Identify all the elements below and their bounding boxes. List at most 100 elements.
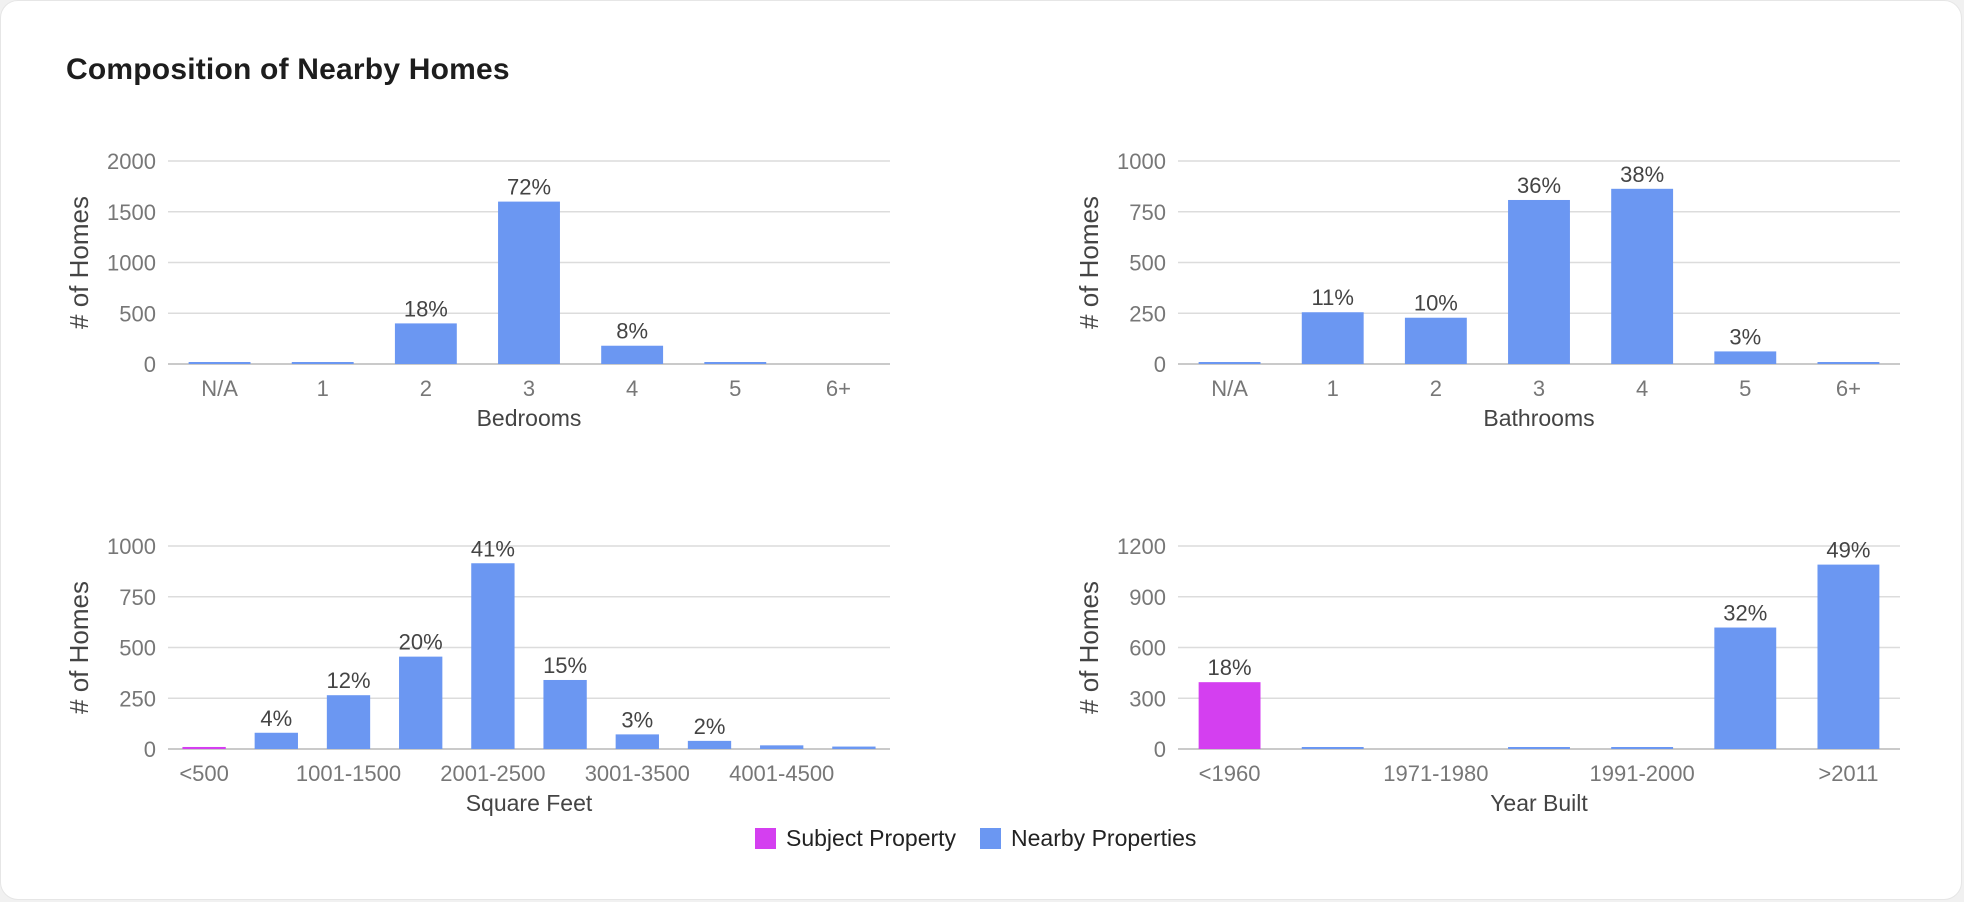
x-tick-label: 3 [523, 376, 535, 401]
bar-2001-2500 [471, 563, 515, 749]
bar-3501-4000 [687, 740, 732, 749]
bar-3 [498, 201, 560, 364]
x-tick-label: 4001-4500 [729, 761, 834, 786]
x-tick-label: 3001-3500 [585, 761, 690, 786]
data-label: 38% [1620, 162, 1664, 187]
data-label: 20% [399, 630, 443, 655]
square-feet-chart: 0 250 500 750 1000 # of Homes <500 4% 12% 1001-15… [64, 534, 890, 816]
y-tick-label: 750 [1129, 200, 1166, 225]
bar-2 [1404, 317, 1467, 364]
y-axis-title: # of Homes [64, 581, 94, 714]
bar-1001-1500 [326, 695, 371, 749]
x-tick-label: 1 [317, 376, 329, 401]
x-tick-label: 4 [626, 376, 638, 401]
bar-<500 [182, 746, 226, 749]
y-tick-label: 1000 [107, 251, 156, 276]
bar-1991-2000 [1611, 747, 1674, 749]
bar-N/A [1198, 362, 1261, 364]
data-label: 2% [694, 714, 726, 739]
bar->2011 [1817, 564, 1880, 749]
legend-nearby-label: Nearby Properties [1011, 824, 1197, 851]
data-label: 72% [507, 175, 551, 200]
data-label: 8% [616, 319, 648, 344]
bar-3 [1508, 199, 1570, 364]
x-tick-label: 5 [1739, 376, 1751, 401]
bar->4500 [832, 746, 876, 749]
y-axis-title: # of Homes [64, 196, 94, 329]
bar-6+ [1817, 362, 1880, 364]
x-axis-title: Bathrooms [1483, 405, 1594, 431]
data-label: 11% [1312, 285, 1354, 310]
bar-5 [704, 362, 767, 364]
nearby-swatch [980, 827, 1002, 849]
data-label: 4% [260, 706, 292, 731]
x-tick-label: >2011 [1818, 761, 1878, 786]
y-tick-label: 0 [144, 352, 156, 377]
x-tick-label: 6+ [1836, 376, 1861, 401]
x-tick-label: <1960 [1199, 761, 1261, 786]
legend-item-subject[interactable]: Subject Property [755, 825, 956, 852]
bar-<1960 [1198, 682, 1261, 749]
bar-1 [291, 362, 354, 364]
y-tick-label: 750 [119, 585, 156, 610]
data-label: 18% [404, 296, 448, 321]
bar-4 [1611, 188, 1674, 364]
y-tick-label: 250 [1129, 301, 1166, 326]
y-tick-label: 1000 [1117, 149, 1166, 174]
data-label: 12% [326, 668, 370, 693]
y-tick-label: 300 [1129, 686, 1166, 711]
year-built-chart: 0 300 600 900 1200 # of Homes 18% <1960 1971-198… [1074, 534, 1900, 816]
bar-2 [394, 323, 457, 364]
bar-3001-3500 [615, 734, 659, 749]
data-label: 3% [621, 707, 653, 732]
y-tick-label: 0 [144, 737, 156, 762]
y-tick-label: 900 [1129, 585, 1166, 610]
y-tick-label: 1000 [107, 534, 156, 559]
x-axis-title: Bedrooms [477, 405, 582, 431]
y-tick-label: 600 [1129, 636, 1166, 661]
x-tick-label: 2001-2500 [440, 761, 545, 786]
data-label: 41% [471, 536, 515, 561]
x-tick-label: 4 [1636, 376, 1648, 401]
y-tick-label: 250 [119, 686, 156, 711]
data-label: 15% [543, 653, 587, 678]
bar-1 [1301, 312, 1364, 364]
x-tick-label: 2 [1430, 376, 1442, 401]
y-tick-label: 0 [1154, 352, 1166, 377]
page-title: Composition of Nearby Homes [66, 53, 510, 86]
bar-4001-4500 [760, 745, 804, 749]
y-tick-label: 0 [1154, 737, 1166, 762]
data-label: 10% [1414, 291, 1458, 316]
legend-item-nearby[interactable]: Nearby Properties [980, 825, 1196, 852]
data-label: 36% [1517, 173, 1561, 198]
bar-N/A [188, 362, 251, 364]
x-tick-label: 6+ [826, 376, 851, 401]
y-tick-label: 1500 [107, 200, 156, 225]
x-axis-title: Year Built [1490, 790, 1588, 816]
x-tick-label: N/A [201, 376, 238, 401]
data-label: 32% [1723, 601, 1767, 626]
y-axis-title: # of Homes [1074, 581, 1104, 714]
y-tick-label: 2000 [107, 149, 156, 174]
legend-subject-label: Subject Property [786, 824, 957, 851]
data-label: 3% [1729, 324, 1761, 349]
data-label: 18% [1208, 655, 1252, 680]
bar-2501-3000 [543, 679, 587, 749]
data-label: 49% [1826, 538, 1870, 563]
subject-swatch [755, 827, 776, 849]
bar-1981-1990 [1508, 747, 1570, 749]
y-tick-label: 500 [119, 301, 156, 326]
y-tick-label: 500 [1129, 251, 1166, 276]
x-tick-label: N/A [1211, 376, 1248, 401]
x-tick-label: 1 [1327, 376, 1339, 401]
x-tick-label: 3 [1533, 376, 1545, 401]
bar-2001-2010 [1714, 627, 1777, 749]
x-tick-label: 5 [729, 376, 741, 401]
x-axis-title: Square Feet [466, 790, 593, 816]
bar-5 [1714, 351, 1777, 364]
x-tick-label: 1991-2000 [1590, 761, 1695, 786]
bar-1501-2000 [399, 656, 443, 749]
bedrooms-chart: 0 500 1000 1500 2000 # of Homes N/A 1 18% 2 72% 3 8%… [64, 149, 890, 431]
bathrooms-chart: 0 250 500 750 1000 # of Homes N/A 11% 1 10% 2 36% 3 3… [1074, 149, 1900, 431]
